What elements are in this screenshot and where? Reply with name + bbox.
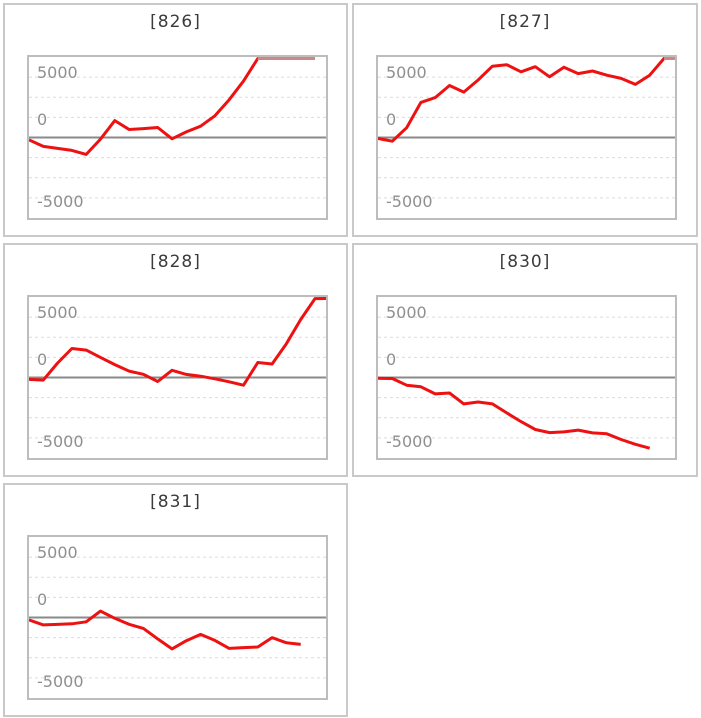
chart-title: [830] xyxy=(499,252,551,272)
chart-panel-826: [826] 5000 0 -5000 xyxy=(3,3,348,237)
plot-area: 5000 0 -5000 xyxy=(27,295,328,460)
chart-title: [826] xyxy=(150,12,201,32)
line-chart-svg xyxy=(29,297,326,439)
series-line xyxy=(378,376,651,450)
chart-panel-830: [830] 5000 0 -5000 xyxy=(352,243,698,477)
chart-panel-827: [827] 5000 0 -5000 xyxy=(352,3,698,237)
series-line xyxy=(29,297,326,387)
series-line xyxy=(29,609,301,651)
chart-title: [831] xyxy=(150,492,201,512)
line-chart-svg xyxy=(378,57,675,199)
series-line xyxy=(378,57,675,143)
line-chart-svg xyxy=(29,556,326,679)
plot-area: 5000 0 -5000 xyxy=(376,55,677,220)
chart-panel-828: [828] 5000 0 -5000 xyxy=(3,243,348,477)
line-chart-svg xyxy=(29,57,326,199)
chart-title: [827] xyxy=(499,12,551,32)
line-chart-svg xyxy=(378,316,675,450)
chart-title: [828] xyxy=(150,252,201,272)
plot-area: 5000 0 -5000 xyxy=(376,295,677,460)
plot-area: 5000 0 -5000 xyxy=(27,535,328,700)
chart-panel-831: [831] 5000 0 -5000 xyxy=(3,483,348,717)
series-line xyxy=(29,57,315,156)
plot-area: 5000 0 -5000 xyxy=(27,55,328,220)
